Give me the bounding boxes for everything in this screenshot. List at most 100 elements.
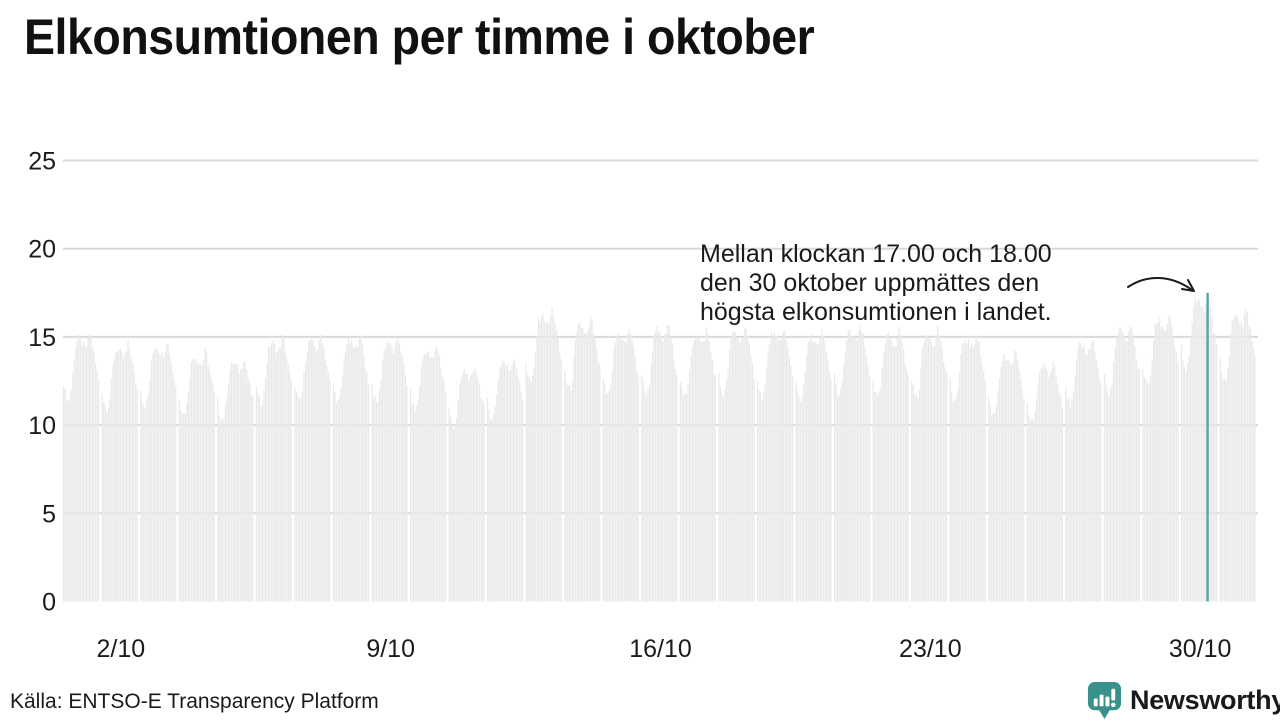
hour-bar bbox=[223, 418, 225, 602]
hour-bar bbox=[411, 405, 413, 602]
hour-bar bbox=[1040, 368, 1042, 602]
hour-bar bbox=[466, 373, 468, 602]
hour-bar bbox=[964, 339, 967, 602]
hour-bar bbox=[1123, 335, 1125, 602]
hour-bar bbox=[1177, 361, 1179, 602]
hour-bar bbox=[785, 339, 788, 602]
hour-bar bbox=[469, 375, 472, 602]
hour-bar bbox=[806, 354, 808, 602]
hour-bar bbox=[918, 389, 920, 602]
hour-bar bbox=[796, 390, 799, 602]
hour-bar bbox=[1023, 398, 1025, 602]
hour-bar bbox=[334, 392, 336, 602]
hour-bar bbox=[178, 398, 180, 602]
hour-bar bbox=[634, 357, 636, 602]
hour-bar bbox=[355, 345, 357, 602]
hour-bar bbox=[135, 383, 137, 602]
hour-bar bbox=[457, 399, 459, 602]
hour-bar bbox=[1055, 376, 1057, 602]
hour-bar bbox=[440, 368, 442, 602]
hour-bar bbox=[522, 400, 524, 602]
hour-bar bbox=[450, 416, 452, 602]
hour-bar bbox=[1196, 302, 1198, 602]
hour-bar bbox=[474, 368, 476, 602]
hour-bar bbox=[847, 330, 849, 602]
hour-bar bbox=[798, 397, 800, 602]
hour-bar bbox=[471, 374, 473, 602]
hour-bar bbox=[642, 382, 644, 602]
hour-bar bbox=[206, 351, 208, 602]
hour-bar bbox=[1219, 358, 1221, 602]
hour-bar bbox=[691, 345, 694, 602]
hour-bar bbox=[1154, 324, 1156, 602]
hour-bar bbox=[103, 402, 105, 602]
hour-bar bbox=[1095, 360, 1097, 602]
hour-bar bbox=[728, 349, 731, 602]
hour-bar bbox=[199, 364, 202, 602]
hour-bar bbox=[349, 343, 351, 602]
hour-bar bbox=[753, 378, 755, 602]
hour-bar bbox=[846, 340, 848, 602]
hour-bar bbox=[766, 367, 768, 602]
hour-bar bbox=[389, 342, 391, 602]
hour-bar bbox=[633, 346, 635, 602]
hour-bar bbox=[828, 372, 831, 602]
hour-bar bbox=[751, 363, 754, 602]
hour-bar bbox=[229, 370, 231, 602]
hour-bar bbox=[1082, 347, 1084, 602]
hour-bar bbox=[690, 356, 692, 602]
hour-bar bbox=[989, 405, 991, 602]
hour-bar bbox=[648, 385, 651, 602]
hour-bar bbox=[893, 347, 896, 602]
hour-bar bbox=[1058, 393, 1060, 602]
hour-bar bbox=[109, 398, 111, 602]
hour-bar bbox=[438, 356, 441, 602]
hour-bar bbox=[1182, 360, 1184, 602]
highlighted-hour-bar bbox=[1206, 292, 1209, 602]
hour-bar bbox=[813, 341, 815, 602]
hour-bar bbox=[685, 393, 688, 602]
hour-bar bbox=[190, 361, 193, 602]
hour-bar bbox=[320, 334, 322, 602]
hour-bar bbox=[512, 359, 515, 602]
hour-bar bbox=[799, 402, 802, 602]
hour-bar bbox=[509, 370, 512, 602]
hour-bar bbox=[946, 371, 948, 602]
hour-bar bbox=[448, 407, 450, 602]
hour-bar bbox=[540, 316, 543, 602]
hour-bar bbox=[503, 362, 506, 602]
hour-bar bbox=[346, 344, 348, 602]
hour-bar bbox=[1003, 354, 1005, 602]
hour-bar bbox=[1249, 329, 1252, 602]
hour-bar bbox=[511, 364, 513, 602]
hour-bar bbox=[286, 358, 288, 602]
hour-bar bbox=[822, 335, 825, 602]
hour-bar bbox=[116, 351, 118, 602]
hour-bar bbox=[1069, 407, 1072, 602]
hour-bar bbox=[713, 373, 715, 602]
hour-bar bbox=[88, 333, 91, 602]
hour-bar bbox=[156, 349, 159, 602]
hour-bar bbox=[776, 336, 778, 602]
hour-bar bbox=[287, 364, 289, 602]
hour-bar bbox=[710, 351, 712, 602]
hour-bar bbox=[1209, 306, 1212, 602]
hour-bar bbox=[684, 393, 686, 602]
hour-bar bbox=[1128, 331, 1130, 602]
hour-bar bbox=[118, 349, 120, 602]
hour-bar bbox=[358, 338, 360, 602]
hour-bar bbox=[1190, 336, 1192, 602]
hour-bar bbox=[593, 332, 595, 602]
hour-bar bbox=[1174, 348, 1176, 602]
hour-bar bbox=[1071, 398, 1073, 602]
hour-bar bbox=[468, 381, 470, 602]
hour-bar bbox=[1252, 349, 1255, 602]
hour-bar bbox=[756, 380, 759, 602]
hour-bar bbox=[528, 377, 530, 602]
hour-bar bbox=[1106, 389, 1109, 602]
hour-bar bbox=[1236, 315, 1238, 602]
hour-bar bbox=[637, 377, 639, 602]
hour-bar bbox=[1151, 359, 1153, 602]
hour-bar bbox=[736, 337, 738, 602]
hour-bar bbox=[636, 370, 638, 602]
